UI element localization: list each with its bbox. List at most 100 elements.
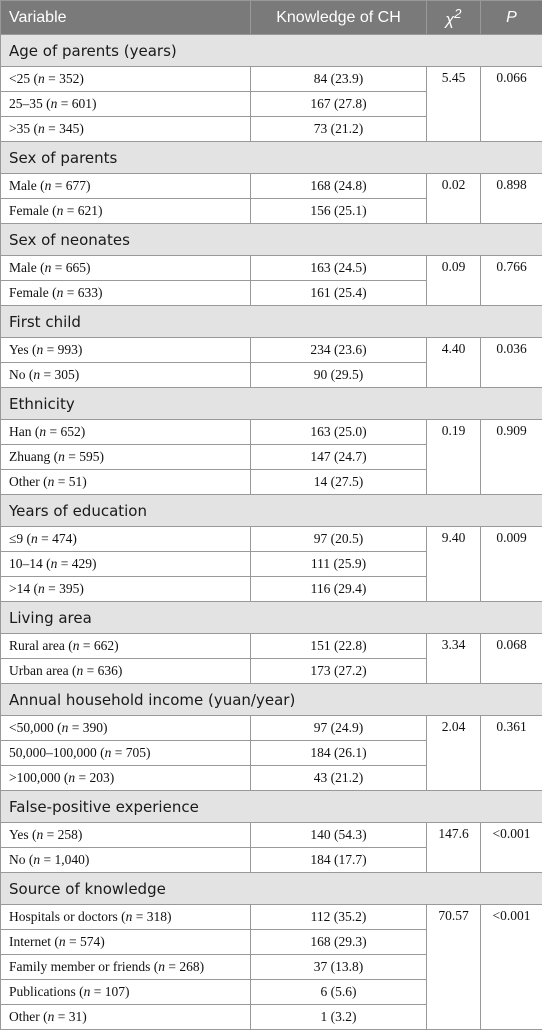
- row-label-suffix: ): [110, 770, 115, 785]
- sample-size-variable: n: [57, 203, 64, 218]
- group-header-row: False-positive experience: [1, 791, 542, 823]
- sample-size-value: 258: [58, 827, 78, 842]
- sample-size-variable: n: [38, 71, 45, 86]
- chi-square-value: 0.09: [427, 256, 481, 306]
- sample-size-value: 993: [58, 342, 78, 357]
- row-label-suffix: ): [78, 342, 83, 357]
- sample-size-variable: n: [37, 827, 44, 842]
- knowledge-value: 173 (27.2): [251, 659, 427, 684]
- chi-square-value: 0.02: [427, 174, 481, 224]
- knowledge-value: 37 (13.8): [251, 955, 427, 980]
- sample-size-value: 474: [52, 531, 72, 546]
- row-label-prefix: Zhuang (: [9, 449, 58, 464]
- header-row: Variable Knowledge of CH χ2 P: [1, 1, 542, 35]
- group-title: Ethnicity: [1, 388, 542, 420]
- row-label: Male (n = 677): [1, 174, 251, 199]
- row-label-prefix: <50,000 (: [9, 720, 62, 735]
- sample-size-value: 203: [89, 770, 109, 785]
- sample-size-variable: n: [37, 342, 44, 357]
- knowledge-value: 90 (29.5): [251, 363, 427, 388]
- sample-size-value: 107: [105, 984, 125, 999]
- row-label: Female (n = 621): [1, 199, 251, 224]
- table-body: Age of parents (years)<25 (n = 352)84 (2…: [1, 35, 542, 1030]
- header-knowledge: Knowledge of CH: [251, 1, 427, 35]
- row-label-prefix: Other (: [9, 474, 48, 489]
- row-label-suffix: ): [98, 285, 103, 300]
- sample-size-value: 705: [126, 745, 146, 760]
- sample-size-value: 352: [59, 71, 79, 86]
- group-header-row: Ethnicity: [1, 388, 542, 420]
- sample-size-variable: n: [51, 96, 58, 111]
- row-label-prefix: >35 (: [9, 121, 38, 136]
- group-title: Age of parents (years): [1, 35, 542, 67]
- row-label-suffix: ): [125, 984, 130, 999]
- group-title: First child: [1, 306, 542, 338]
- row-label-suffix: ): [114, 638, 119, 653]
- row-label: Yes (n = 258): [1, 823, 251, 848]
- sample-size-value: 633: [78, 285, 98, 300]
- knowledge-value: 163 (25.0): [251, 420, 427, 445]
- knowledge-value: 161 (25.4): [251, 281, 427, 306]
- knowledge-value: 6 (5.6): [251, 980, 427, 1005]
- row-label: Female (n = 633): [1, 281, 251, 306]
- sample-size-value: 652: [61, 424, 81, 439]
- knowledge-value: 73 (21.2): [251, 117, 427, 142]
- sample-size-value: 429: [72, 556, 92, 571]
- sample-size-variable: n: [105, 745, 112, 760]
- row-label-prefix: Female (: [9, 285, 57, 300]
- row-label-prefix: Internet (: [9, 934, 59, 949]
- chi-square-value: 3.34: [427, 634, 481, 684]
- row-label-prefix: 25–35 (: [9, 96, 51, 111]
- row-label-suffix: ): [167, 909, 172, 924]
- row-label-suffix: ): [103, 720, 108, 735]
- sample-size-variable: n: [45, 178, 52, 193]
- knowledge-value: 147 (24.7): [251, 445, 427, 470]
- sample-size-variable: n: [68, 770, 75, 785]
- sample-size-value: 318: [147, 909, 167, 924]
- row-label-suffix: ): [98, 203, 103, 218]
- row-label-suffix: ): [118, 663, 123, 678]
- group-header-row: Sex of neonates: [1, 224, 542, 256]
- row-label-prefix: Rural area (: [9, 638, 73, 653]
- knowledge-value: 84 (23.9): [251, 67, 427, 92]
- table-row: Hospitals or doctors (n = 318)112 (35.2)…: [1, 905, 542, 930]
- row-label-prefix: Male (: [9, 178, 45, 193]
- row-label-suffix: ): [82, 1009, 87, 1024]
- row-label-prefix: 10–14 (: [9, 556, 51, 571]
- row-label-prefix: Yes (: [9, 827, 37, 842]
- knowledge-value: 43 (21.2): [251, 766, 427, 791]
- knowledge-value: 184 (26.1): [251, 741, 427, 766]
- group-title: Sex of neonates: [1, 224, 542, 256]
- sample-size-value: 31: [69, 1009, 83, 1024]
- sample-size-value: 305: [55, 367, 75, 382]
- sample-size-variable: n: [48, 474, 55, 489]
- sample-size-variable: n: [84, 984, 91, 999]
- group-title: Sex of parents: [1, 142, 542, 174]
- group-header-row: Annual household income (yuan/year): [1, 684, 542, 716]
- row-label-suffix: ): [82, 474, 87, 489]
- sample-size-variable: n: [62, 720, 69, 735]
- p-value: 0.909: [481, 420, 542, 495]
- sample-size-value: 574: [80, 934, 100, 949]
- row-label-prefix: Other (: [9, 1009, 48, 1024]
- row-label-prefix: Female (: [9, 203, 57, 218]
- knowledge-value: 163 (24.5): [251, 256, 427, 281]
- sample-size-variable: n: [58, 449, 65, 464]
- row-label-suffix: ): [100, 934, 105, 949]
- row-label-prefix: No (: [9, 367, 33, 382]
- knowledge-value: 156 (25.1): [251, 199, 427, 224]
- sample-size-value: 636: [98, 663, 118, 678]
- p-value: 0.766: [481, 256, 542, 306]
- group-header-row: Sex of parents: [1, 142, 542, 174]
- row-label: Internet (n = 574): [1, 930, 251, 955]
- row-label-prefix: Yes (: [9, 342, 37, 357]
- row-label-prefix: >14 (: [9, 581, 38, 596]
- row-label-prefix: Male (: [9, 260, 45, 275]
- row-label: Publications (n = 107): [1, 980, 251, 1005]
- row-label-suffix: ): [72, 531, 77, 546]
- row-label-prefix: Hospitals or doctors (: [9, 909, 126, 924]
- knowledge-value: 97 (20.5): [251, 527, 427, 552]
- header-chi-superscript: 2: [454, 6, 461, 21]
